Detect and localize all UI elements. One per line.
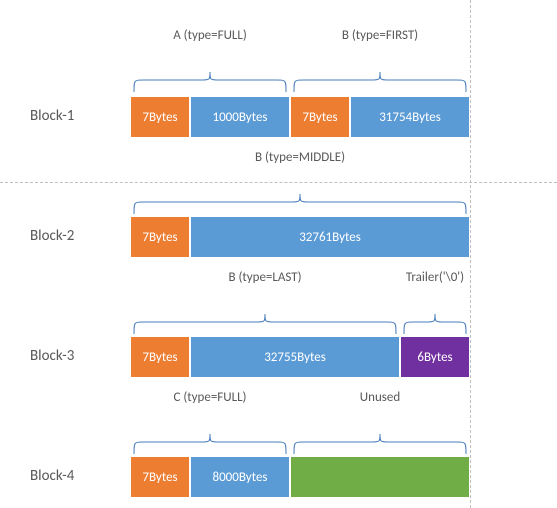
brace-label: Unused — [320, 390, 440, 405]
brace — [0, 0, 557, 508]
